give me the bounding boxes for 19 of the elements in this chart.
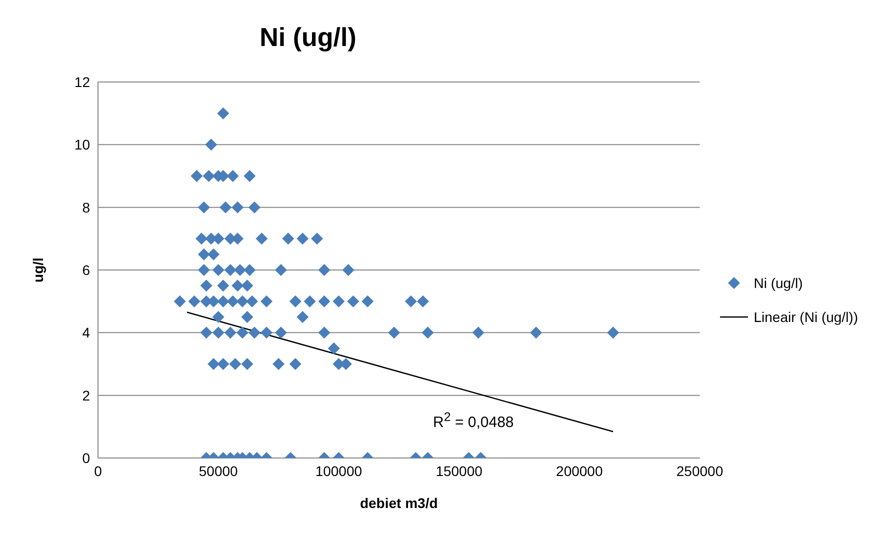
y-axis-title: ug/l: [30, 258, 46, 282]
y-tick-label: 2: [82, 387, 90, 404]
y-tick-label: 6: [82, 262, 90, 278]
legend-label: Ni (ug/l): [754, 275, 803, 291]
x-tick-label: 100000: [315, 462, 362, 479]
legend-label: Lineair (Ni (ug/l)): [754, 309, 858, 325]
x-axis-title: debiet m3/d: [360, 495, 438, 511]
x-tick-label: 150000: [436, 462, 483, 479]
y-tick-label: 8: [82, 199, 90, 216]
annotation: R$^{2}$ = 0,0488: [433, 410, 514, 431]
x-tick-label: 200000: [556, 462, 603, 479]
chart-title: Ni (ug/l): [258, 21, 358, 54]
x-tick-label: 50000: [198, 462, 238, 479]
y-tick-label: 0: [82, 450, 90, 466]
y-tick-label: 10: [74, 136, 90, 153]
x-tick-label: 0: [94, 462, 102, 479]
x-tick-label: 250000: [676, 462, 724, 479]
y-tick-label: 12: [74, 74, 90, 90]
y-tick-label: 4: [82, 324, 90, 341]
